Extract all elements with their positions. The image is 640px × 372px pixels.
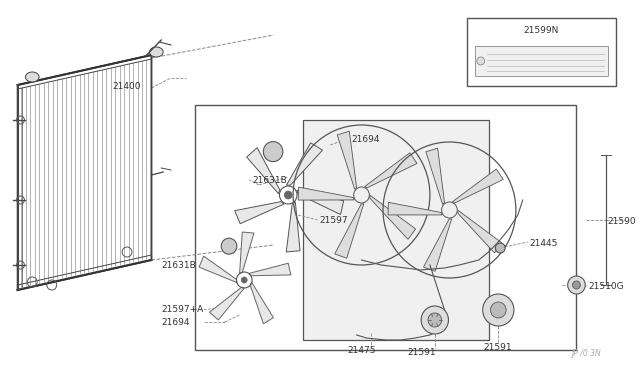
Text: 21591: 21591	[408, 348, 436, 357]
Text: JP /0.3N: JP /0.3N	[571, 349, 601, 358]
Polygon shape	[209, 288, 244, 320]
Polygon shape	[370, 195, 415, 239]
Circle shape	[573, 281, 580, 289]
Polygon shape	[246, 148, 280, 194]
Ellipse shape	[26, 72, 39, 82]
Text: 21475: 21475	[347, 346, 375, 355]
Ellipse shape	[150, 47, 163, 57]
Text: 21631B: 21631B	[252, 176, 287, 185]
Text: 21591: 21591	[484, 343, 512, 352]
Circle shape	[495, 243, 505, 253]
Circle shape	[241, 277, 247, 283]
Text: 21599N: 21599N	[524, 26, 559, 35]
Polygon shape	[249, 263, 291, 276]
Polygon shape	[426, 148, 445, 204]
Polygon shape	[365, 153, 417, 188]
Polygon shape	[335, 204, 364, 258]
Text: 21694: 21694	[352, 135, 380, 144]
Polygon shape	[424, 219, 452, 271]
Text: 21510G: 21510G	[588, 282, 624, 291]
Circle shape	[477, 57, 484, 65]
Circle shape	[284, 191, 292, 199]
Bar	[467, 18, 616, 86]
Circle shape	[421, 306, 449, 334]
Polygon shape	[297, 190, 344, 215]
Circle shape	[221, 238, 237, 254]
Bar	[195, 105, 577, 350]
Polygon shape	[298, 187, 354, 200]
Text: 21400: 21400	[113, 82, 141, 91]
Polygon shape	[286, 202, 300, 252]
Circle shape	[483, 294, 514, 326]
Polygon shape	[250, 282, 273, 324]
Polygon shape	[458, 211, 502, 253]
Text: 21631B: 21631B	[161, 261, 196, 270]
Circle shape	[428, 313, 442, 327]
Bar	[475, 46, 608, 76]
Polygon shape	[235, 202, 284, 224]
Text: 21590: 21590	[608, 217, 636, 226]
Polygon shape	[199, 256, 237, 283]
Polygon shape	[239, 232, 254, 273]
Circle shape	[568, 276, 585, 294]
Text: 21445: 21445	[529, 239, 558, 248]
Text: 21597+A: 21597+A	[161, 305, 204, 314]
Text: 21694: 21694	[161, 318, 189, 327]
Polygon shape	[452, 169, 503, 203]
Circle shape	[263, 142, 283, 161]
Polygon shape	[388, 202, 442, 215]
Polygon shape	[287, 143, 323, 185]
Circle shape	[490, 302, 506, 318]
Bar	[303, 120, 488, 340]
Text: 21597: 21597	[319, 216, 348, 225]
Polygon shape	[337, 131, 356, 189]
